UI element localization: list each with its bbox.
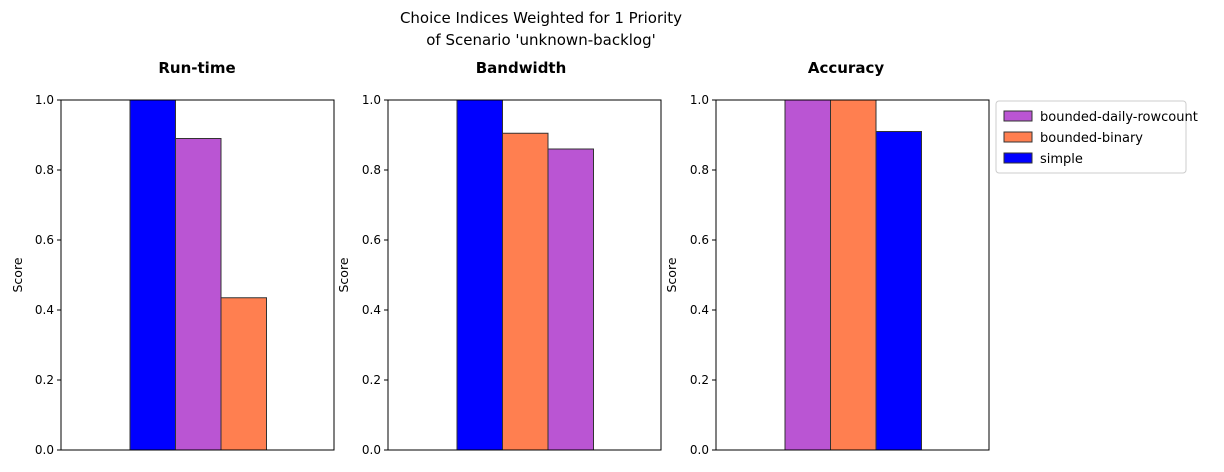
legend-swatch-bounded-binary — [1003, 131, 1033, 143]
bar-group — [129, 99, 267, 451]
y-axis-label: Score — [664, 257, 679, 292]
y-tick-label: 1.0 — [690, 93, 709, 107]
legend-swatch-bounded-daily-rowcount — [1003, 110, 1033, 122]
y-tick-label: 0.2 — [35, 373, 54, 387]
y-axis: 0.0 0.2 0.4 0.6 0.8 1.0 — [690, 93, 716, 457]
chart-panel-runtime: Run-time 0.0 0.2 0.4 0.6 0.8 1.0 Score — [10, 59, 335, 457]
bar-group — [456, 99, 594, 451]
y-tick-label: 0.2 — [362, 373, 381, 387]
y-tick-label: 0.0 — [35, 443, 54, 457]
legend: bounded-daily-rowcount bounded-binary simp… — [995, 100, 1198, 174]
legend-label-simple: simple — [1040, 152, 1083, 167]
panel-title: Run-time — [158, 59, 235, 77]
legend-swatch-simple — [1003, 152, 1033, 164]
y-tick-label: 0.4 — [35, 303, 54, 317]
panel-title: Accuracy — [808, 59, 884, 77]
y-tick-label: 0.8 — [362, 163, 381, 177]
bar-simple — [875, 131, 922, 451]
legend-label-bounded-binary: bounded-binary — [1040, 131, 1143, 146]
bar-bounded-daily-rowcount — [784, 99, 831, 451]
y-axis-label: Score — [10, 257, 25, 292]
figure-title-line-1: Choice Indices Weighted for 1 Priority — [400, 9, 682, 27]
bar-bounded-daily-rowcount — [547, 148, 594, 451]
y-tick-label: 0.6 — [690, 233, 709, 247]
y-tick-label: 1.0 — [362, 93, 381, 107]
figure-title-line-2: of Scenario 'unknown-backlog' — [426, 31, 656, 49]
y-axis: 0.0 0.2 0.4 0.6 0.8 1.0 — [362, 93, 388, 457]
y-tick-label: 0.6 — [362, 233, 381, 247]
y-tick-label: 0.0 — [362, 443, 381, 457]
bar-bounded-binary — [220, 297, 267, 451]
y-tick-label: 0.2 — [690, 373, 709, 387]
y-axis: 0.0 0.2 0.4 0.6 0.8 1.0 — [35, 93, 61, 457]
y-tick-label: 0.0 — [690, 443, 709, 457]
plot-frame — [387, 99, 662, 451]
panel-title: Bandwidth — [476, 59, 567, 77]
y-tick-label: 0.4 — [362, 303, 381, 317]
y-tick-label: 0.6 — [35, 233, 54, 247]
y-axis-label: Score — [336, 257, 351, 292]
bar-simple — [456, 99, 503, 451]
bar-bounded-binary — [502, 132, 549, 451]
y-tick-label: 0.8 — [690, 163, 709, 177]
y-tick-label: 0.8 — [35, 163, 54, 177]
bar-group — [784, 99, 922, 451]
chart-panel-accuracy: Accuracy 0.0 0.2 0.4 0.6 0.8 1.0 Score — [664, 59, 990, 457]
legend-label-bounded-daily-rowcount: bounded-daily-rowcount — [1040, 110, 1198, 125]
y-tick-label: 1.0 — [35, 93, 54, 107]
chart-panel-bandwidth: Bandwidth 0.0 0.2 0.4 0.6 0.8 1.0 Score — [336, 59, 662, 457]
plot-frame — [715, 99, 990, 451]
bar-bounded-binary — [830, 99, 877, 451]
y-tick-label: 0.4 — [690, 303, 709, 317]
plot-frame — [60, 99, 335, 451]
bar-bounded-daily-rowcount — [175, 138, 222, 451]
bar-simple — [129, 99, 176, 451]
legend-frame — [995, 100, 1187, 174]
